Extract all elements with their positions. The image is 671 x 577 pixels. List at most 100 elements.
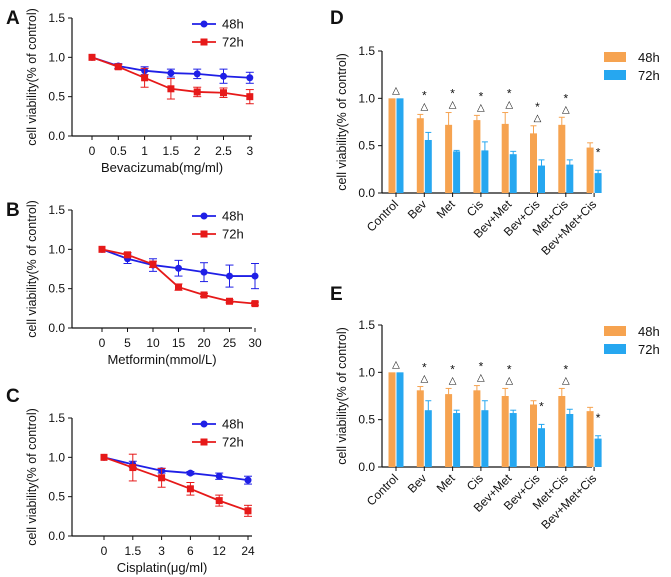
x-tick-label: 3 [246,144,253,158]
data-point-72h [100,453,108,461]
data-point-72h [246,93,254,101]
legend-label-48h: 48h [222,209,244,224]
bar-72h [396,372,404,467]
data-point-48h [167,69,175,77]
panel-label-a: A [6,8,20,29]
y-tick-label: 0.5 [48,90,65,104]
significance-triangle: △ [392,359,400,370]
bar-72h [481,410,489,467]
legend-label-72h: 72h [638,68,660,83]
legend-label-48h: 48h [222,417,244,432]
series-line-72h [103,456,249,512]
y-tick-label: 0.5 [358,413,375,427]
panel-label-d: D [330,8,344,29]
bar-72h [481,150,489,193]
y-tick-label: 1.5 [358,318,375,332]
legend-marker-72h [200,38,208,46]
legend-label-48h: 48h [222,17,244,32]
bar-48h [445,394,453,467]
bar-48h [473,390,481,467]
data-point-72h [167,85,175,93]
data-point-72h [200,291,208,299]
significance-triangle: △ [420,374,428,385]
y-tick-label: 1.0 [48,50,65,64]
significance-triangle: △ [562,375,570,386]
x-tick-label: 0 [99,336,106,350]
significance-triangle: △ [449,375,457,386]
data-point-72h [220,89,227,97]
bar-72h [424,410,432,467]
bar-72h [538,165,545,193]
legend-label-48h: 48h [638,324,660,339]
bar-48h [530,404,537,467]
significance-star: * [507,362,512,376]
significance-triangle: △ [505,375,513,386]
data-point-72h [215,497,223,505]
y-tick-label: 1.5 [48,11,65,25]
bar-48h [530,133,537,193]
y-tick-label: 1.5 [358,44,375,58]
y-tick-label: 1.5 [48,411,65,425]
data-point-72h [88,53,96,61]
y-axis-label: cell viability(% of control) [25,200,39,338]
chart-cisplatin: 0.0 0.5 1.0 1.5 cell viability(% of control)… [25,408,255,575]
x-tick-label: Met [434,471,459,496]
data-point-72h [244,507,252,515]
x-tick-label: 12 [213,544,227,558]
legend-marker-72h [200,230,208,238]
significance-star: * [539,399,544,413]
significance-triangle: △ [392,85,400,96]
data-point-72h [186,485,194,493]
x-axis-label: Cisplatin(μg/ml) [117,560,208,575]
x-tick-label: Bev [405,471,430,496]
bar-72h [396,98,404,193]
x-tick-label: 0 [101,544,108,558]
chart-combination-e: 0.0 0.5 1.0 1.5 cell viability(% of control)… [335,318,660,532]
data-point-72h [193,88,201,96]
x-tick-label: 2.5 [215,144,232,158]
panel-label-c: C [6,386,20,407]
bar-48h [416,390,424,467]
significance-triangle: △ [562,104,570,115]
y-tick-label: 0.0 [48,529,65,543]
legend-marker-72h [200,438,208,446]
data-point-72h [114,63,122,71]
legend-swatch-72h [604,70,626,80]
data-point-72h [129,464,137,472]
x-tick-label: 10 [146,336,160,350]
significance-triangle: △ [534,113,542,124]
data-point-48h [220,72,227,80]
x-tick-label: 5 [124,336,131,350]
x-tick-label: Control [364,197,401,234]
data-point-72h [226,297,233,305]
bar-72h [594,173,602,193]
data-point-72h [175,283,182,291]
y-axis-label: cell viability(% of control) [25,408,39,546]
bar-72h [566,164,574,193]
significance-star: * [563,91,568,105]
legend-label-72h: 72h [222,35,244,50]
x-tick-label: 0.5 [110,144,127,158]
bar-48h [388,98,396,193]
legend-label-72h: 72h [222,227,244,242]
bar-48h [586,411,594,467]
data-point-48h [226,272,233,280]
y-tick-label: 1.0 [358,365,375,379]
x-tick-label: 24 [241,544,255,558]
y-axis-label: cell viability(% of control) [25,8,39,146]
bar-48h [445,124,453,193]
significance-star: * [479,89,484,103]
legend-marker-48h [200,212,208,220]
significance-star: * [422,88,427,102]
x-tick-label: Cis [464,197,486,219]
significance-triangle: △ [477,373,485,384]
y-tick-label: 1.0 [358,91,375,105]
significance-triangle: △ [449,100,457,111]
bar-48h [388,372,396,467]
bar-72h [509,413,517,467]
chart-metformin: 0.0 0.5 1.0 1.5 cell viability(% of control)… [25,200,262,367]
bar-72h [453,151,461,193]
y-axis-label: cell viability(% of control) [335,327,349,465]
significance-star: * [596,411,601,425]
